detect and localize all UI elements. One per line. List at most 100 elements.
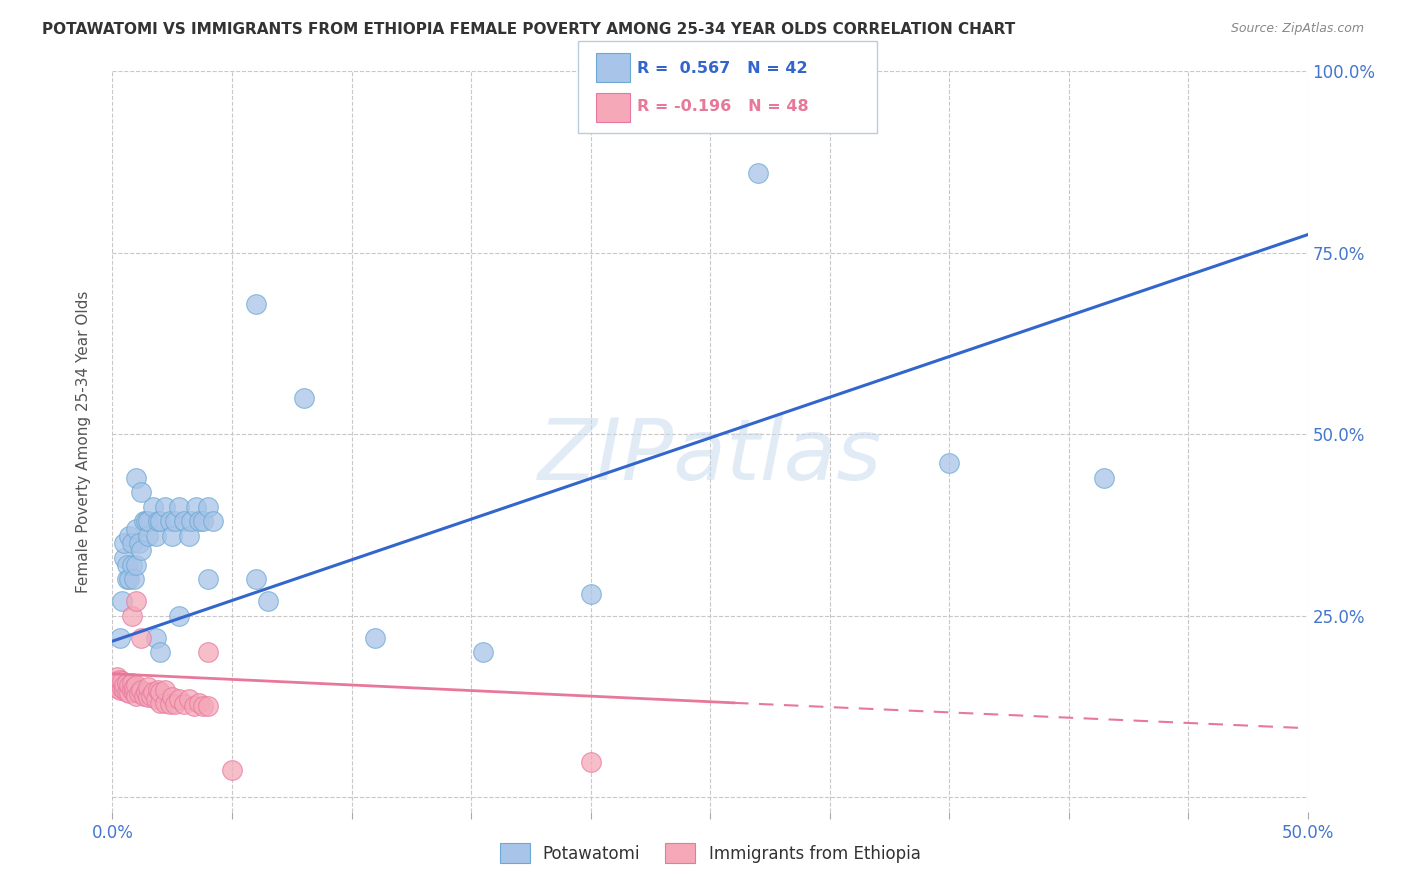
Point — [162, 529, 183, 543]
Point — [118, 686, 141, 700]
Point — [128, 536, 150, 550]
Point — [153, 500, 176, 514]
Point — [245, 296, 267, 310]
Point — [142, 685, 165, 699]
Point — [129, 631, 152, 645]
Point — [1094, 471, 1116, 485]
Point — [122, 573, 145, 587]
Point — [138, 515, 160, 529]
Point — [579, 587, 602, 601]
Point — [105, 670, 128, 684]
Point — [142, 500, 165, 514]
Point — [145, 692, 167, 706]
Text: Source: ZipAtlas.com: Source: ZipAtlas.com — [1230, 22, 1364, 36]
Text: R = -0.196   N = 48: R = -0.196 N = 48 — [637, 99, 808, 114]
Point — [121, 675, 143, 690]
Text: R =  0.567   N = 42: R = 0.567 N = 42 — [637, 61, 807, 76]
Point — [115, 675, 138, 690]
Point — [193, 699, 215, 714]
Point — [138, 529, 160, 543]
Point — [129, 485, 152, 500]
Point — [125, 678, 148, 692]
Point — [122, 685, 145, 699]
Point — [245, 573, 267, 587]
Point — [129, 682, 152, 697]
Point — [121, 558, 143, 572]
Point — [177, 692, 200, 706]
Point — [132, 689, 155, 703]
Point — [257, 594, 280, 608]
Point — [125, 689, 148, 703]
Text: ZIPatlas: ZIPatlas — [538, 415, 882, 498]
Point — [173, 515, 195, 529]
Point — [135, 685, 157, 699]
Point — [118, 678, 141, 692]
Point — [121, 608, 143, 623]
Point — [138, 690, 160, 704]
Point — [121, 682, 143, 697]
Point — [105, 681, 128, 696]
Point — [149, 696, 172, 710]
Point — [138, 680, 160, 694]
Point — [146, 515, 169, 529]
Legend: Potawatomi, Immigrants from Ethiopia: Potawatomi, Immigrants from Ethiopia — [494, 837, 927, 870]
Point — [183, 699, 205, 714]
Point — [159, 515, 181, 529]
Point — [364, 631, 387, 645]
Point — [111, 594, 134, 608]
Point — [114, 682, 135, 697]
Point — [125, 471, 148, 485]
Point — [115, 558, 138, 572]
Point — [115, 573, 138, 587]
Point — [177, 529, 200, 543]
Point — [125, 522, 148, 536]
Point — [201, 515, 224, 529]
Point — [114, 550, 135, 565]
Point — [169, 608, 191, 623]
Point — [111, 674, 134, 689]
Point — [169, 692, 191, 706]
Point — [125, 594, 148, 608]
Point — [108, 631, 131, 645]
Point — [114, 536, 135, 550]
Point — [197, 573, 219, 587]
Point — [221, 763, 243, 777]
Point — [129, 543, 152, 558]
Point — [118, 573, 141, 587]
Y-axis label: Female Poverty Among 25-34 Year Olds: Female Poverty Among 25-34 Year Olds — [76, 291, 91, 592]
Point — [108, 673, 131, 687]
Point — [153, 682, 176, 697]
Point — [149, 685, 172, 699]
Point — [579, 756, 602, 770]
Point — [162, 690, 183, 704]
Point — [135, 515, 157, 529]
Point — [197, 699, 219, 714]
Point — [472, 645, 495, 659]
Point — [180, 515, 202, 529]
Point — [139, 689, 162, 703]
Point — [153, 696, 176, 710]
Point — [104, 678, 127, 692]
Point — [114, 678, 135, 692]
Point — [111, 681, 134, 696]
Point — [197, 500, 219, 514]
Point — [108, 682, 131, 697]
Point — [122, 680, 145, 694]
Point — [292, 391, 315, 405]
Point — [193, 515, 215, 529]
Point — [187, 515, 209, 529]
Point — [163, 515, 186, 529]
Point — [163, 698, 186, 712]
Point — [747, 166, 769, 180]
Point — [118, 529, 141, 543]
Point — [938, 456, 960, 470]
Point — [115, 685, 138, 699]
Point — [145, 631, 167, 645]
Point — [187, 696, 209, 710]
Point — [173, 698, 195, 712]
Point — [186, 500, 208, 514]
Point — [149, 645, 172, 659]
Point — [146, 682, 169, 697]
Point — [121, 536, 143, 550]
Point — [169, 500, 191, 514]
